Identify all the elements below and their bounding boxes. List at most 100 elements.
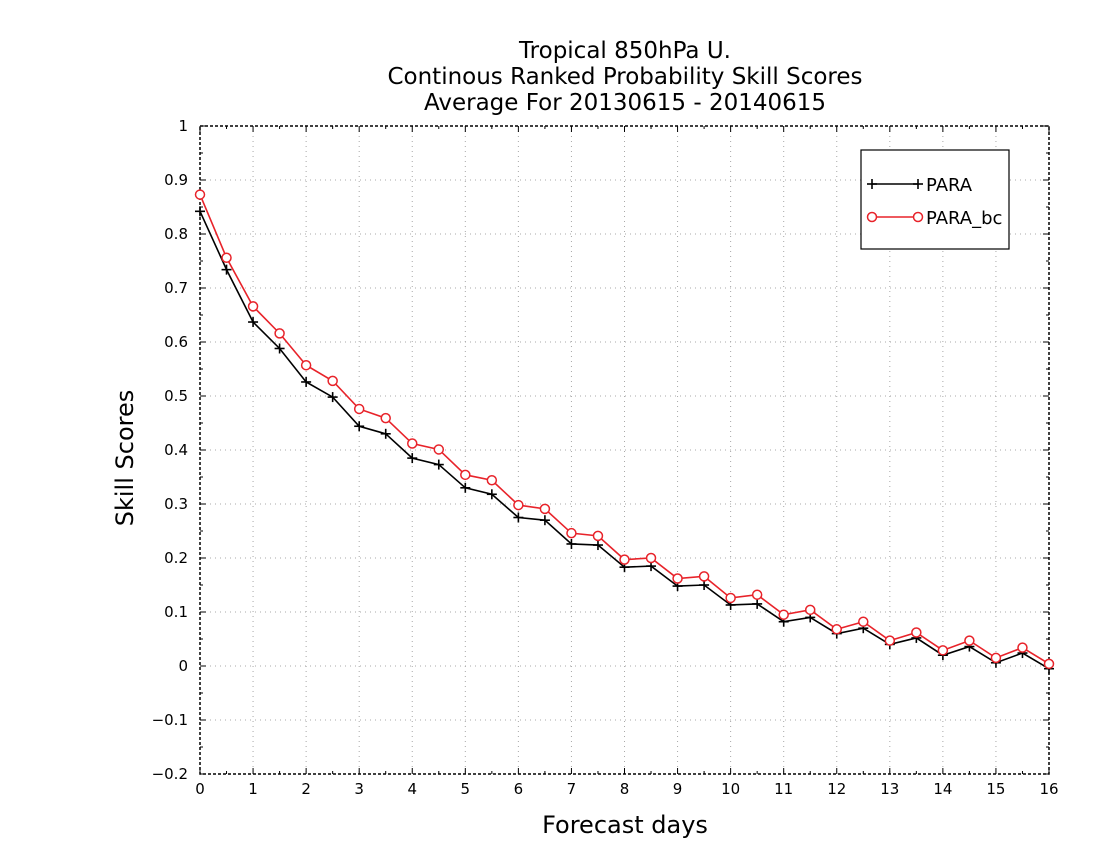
series-line [199,210,1050,670]
data-point [566,538,577,549]
legend: PARA PARA_bc [860,149,1010,250]
y-tick-label: 0 [178,657,188,675]
data-point [1043,658,1055,670]
data-point [645,552,657,564]
data-point [513,499,524,511]
data-point [699,580,710,590]
data-point [221,252,232,264]
data-point [619,554,630,565]
data-point [911,627,922,638]
x-tick-label: 8 [620,780,630,798]
data-point [513,512,524,523]
y-tick-label: 0.9 [164,171,188,189]
data-point [566,527,577,539]
y-tick-label: 1 [178,117,188,135]
data-point [354,421,365,432]
y-tick-label: −0.1 [152,711,188,729]
x-tick-label: 9 [673,780,683,798]
x-tick-label: 10 [721,780,740,798]
x-tick-label: 6 [514,780,524,798]
data-point [698,571,710,582]
data-point [274,328,285,339]
legend-entry: PARA [867,175,973,196]
data-point [831,624,842,635]
series-para-bc [194,189,1055,670]
legend-marker [867,179,877,189]
chart-title: Tropical 850hPa U. Continous Ranked Prob… [387,38,862,116]
data-point [195,206,205,217]
y-tick-label: 0.2 [164,549,188,567]
y-tick-label: 0.8 [164,225,188,243]
x-tick-label: 0 [195,780,205,798]
x-tick-label: 1 [248,780,258,798]
y-tick-label: −0.2 [152,765,188,783]
y-tick-label: 0.4 [164,441,188,459]
title-line-2: Continous Ranked Probability Skill Score… [387,64,862,90]
data-point [433,459,444,470]
legend-label: PARA [926,175,973,196]
y-axis-label: Skill Scores [111,390,139,527]
data-point [327,375,338,387]
data-point [486,474,498,486]
data-point [964,635,975,646]
title-line-1: Tropical 850hPa U. [518,38,731,64]
x-tick-label: 5 [461,780,471,798]
legend-marker [912,211,924,223]
x-tick-label: 2 [301,780,311,798]
x-tick-label: 13 [880,780,899,798]
x-tick-label: 4 [407,780,417,798]
axis-ticks: 0 1 2 3 4 5 6 7 8 9 10 11 12 13 14 15 16−0.2−0.100.10.20… [152,117,1059,798]
data-point [672,573,683,584]
data-point [486,489,497,500]
data-point [751,589,763,600]
data-point [884,635,896,646]
data-point [194,189,206,200]
data-point [380,428,391,439]
x-tick-label: 16 [1039,780,1058,798]
x-tick-label: 15 [986,780,1005,798]
data-point [300,359,312,371]
x-tick-label: 7 [567,780,577,798]
data-point [858,616,869,627]
data-point [247,301,259,312]
data-point [380,412,391,424]
x-axis-label: Forecast days [542,811,708,839]
legend-box [860,149,1010,250]
data-point [539,503,551,515]
data-point [990,652,1002,664]
data-point [539,515,550,526]
data-point [592,530,604,542]
y-tick-label: 0.3 [164,495,188,513]
y-tick-label: 0.6 [164,333,188,351]
y-tick-label: 0.5 [164,387,188,405]
data-point [248,317,259,328]
data-point [407,438,418,449]
data-point [725,592,736,604]
data-point [301,376,312,387]
data-point [274,343,285,354]
data-point [221,264,232,275]
data-point [460,482,471,493]
y-tick-label: 0.1 [164,603,188,621]
x-tick-label: 12 [827,780,846,798]
data-point [460,469,471,481]
x-tick-label: 11 [774,780,793,798]
legend-marker [913,179,923,189]
data-point [752,598,763,609]
x-tick-label: 14 [933,780,952,798]
legend-entry: PARA_bc [866,208,1002,229]
x-tick-label: 3 [354,780,364,798]
y-tick-label: 0.7 [164,279,188,297]
series-layer [194,189,1055,674]
data-point [1017,642,1028,653]
data-point [804,604,816,616]
legend-marker [866,211,878,223]
series-para [195,206,1054,674]
series-line [199,194,1050,665]
legend-label: PARA_bc [926,208,1002,229]
data-point [407,453,418,464]
data-point [778,609,789,620]
grid [200,126,1049,774]
data-point [592,540,603,551]
